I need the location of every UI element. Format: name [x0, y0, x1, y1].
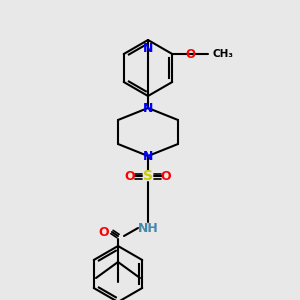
- Text: N: N: [143, 149, 153, 163]
- Text: NH: NH: [138, 221, 158, 235]
- Text: O: O: [125, 169, 135, 182]
- Text: CH₃: CH₃: [212, 49, 233, 59]
- Text: N: N: [143, 41, 153, 55]
- Text: S: S: [143, 169, 153, 183]
- Text: O: O: [161, 169, 171, 182]
- Text: O: O: [185, 47, 195, 61]
- Text: N: N: [143, 101, 153, 115]
- Text: O: O: [99, 226, 109, 238]
